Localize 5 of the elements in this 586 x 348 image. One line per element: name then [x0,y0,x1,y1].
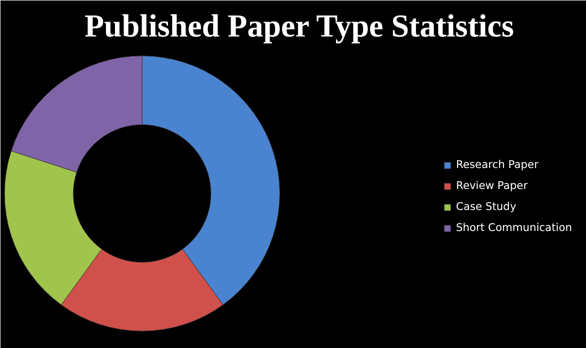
legend-label: Review Paper [456,179,528,192]
legend-label: Research Paper [456,158,538,171]
legend-label: Case Study [456,200,516,213]
chart-title: Published Paper Type Statistics [84,8,514,44]
legend-label: Short Communication [456,221,572,234]
